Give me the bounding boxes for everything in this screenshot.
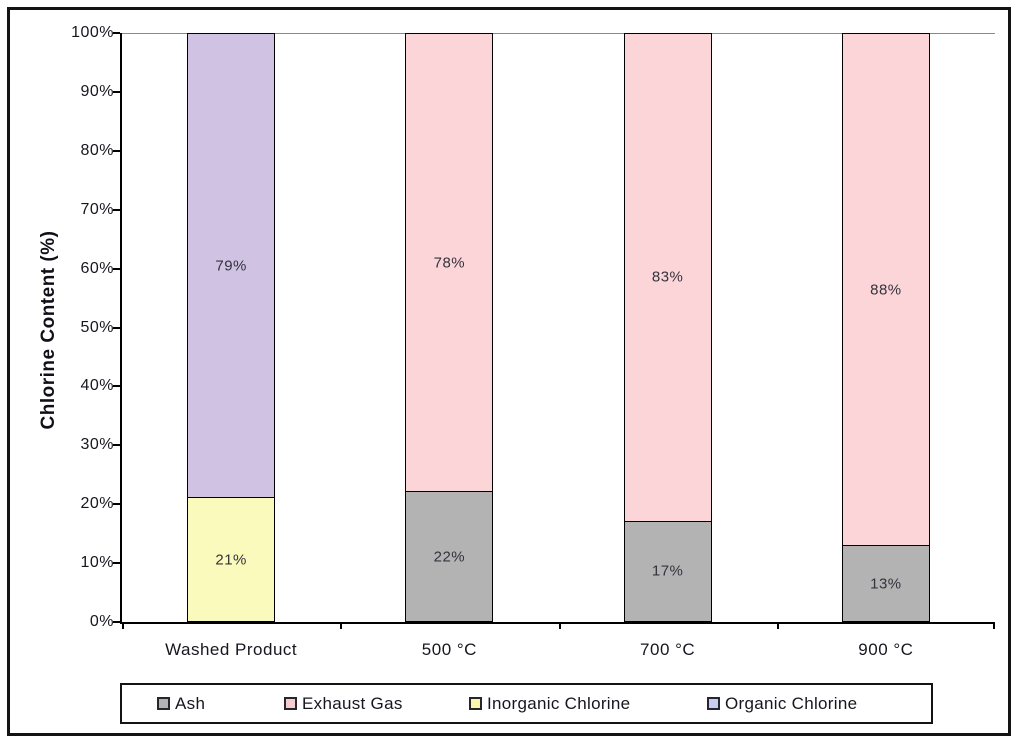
legend-item-ash: Ash — [157, 685, 205, 722]
y-axis-tick — [113, 621, 120, 623]
top-gridline-100pct — [122, 33, 995, 34]
stacked-bar-700-c: 83% 17% — [623, 33, 712, 622]
legend-item-organic-chlorine: Organic Chlorine — [707, 685, 857, 722]
x-axis-category-label: 900 °C — [858, 640, 914, 659]
legend-label: Inorganic Chlorine — [487, 693, 631, 713]
x-axis-tick — [122, 622, 124, 629]
bar-segment-ash: 13% — [841, 546, 930, 622]
bar-segment-organic-chlorine: 79% — [187, 33, 276, 499]
y-axis-tick — [113, 267, 120, 270]
legend-label: Exhaust Gas — [302, 693, 403, 713]
y-axis-tick-label: 20% — [80, 495, 114, 513]
data-label: 79% — [215, 257, 247, 275]
x-axis-category-label: 500 °C — [421, 640, 477, 659]
legend-swatch-icon — [469, 697, 482, 710]
bar-segment-exhaust-gas: 88% — [841, 33, 930, 547]
y-axis-tick-label: 70% — [80, 200, 114, 218]
y-axis-tick-label: 100% — [71, 24, 114, 41]
bar-segment-exhaust-gas: 83% — [623, 33, 712, 522]
y-axis-tick — [113, 32, 120, 34]
data-label: 17% — [651, 562, 684, 580]
x-axis-category-label: Washed Product — [165, 640, 298, 659]
legend-swatch-icon — [707, 697, 720, 710]
y-axis-tick — [113, 444, 120, 447]
y-axis-line — [120, 33, 122, 624]
y-axis-tick-label: 10% — [80, 554, 114, 572]
y-axis-tick-label: 0% — [89, 613, 114, 630]
x-axis-tick — [993, 622, 995, 629]
stacked-bar-washed-product: 79% 21% — [187, 33, 276, 622]
bar-segment-inorganic-chlorine: 21% — [187, 498, 276, 622]
plot-area: 0% 10% 20% 30% 40% 50% 60% 70% 80% 90% 100% 79% 21% W… — [71, 25, 995, 659]
legend-item-exhaust-gas: Exhaust Gas — [284, 685, 403, 722]
y-axis-tick-label: 90% — [80, 82, 114, 100]
bar-segment-ash: 22% — [405, 492, 494, 622]
legend-swatch-icon — [284, 697, 297, 710]
y-axis-tick-label: 80% — [80, 141, 114, 159]
y-axis-tick — [113, 562, 120, 565]
y-axis-tick-label: 50% — [80, 318, 114, 336]
data-label: 83% — [651, 268, 684, 286]
y-axis-tick-label: 30% — [80, 436, 114, 454]
bar-segment-exhaust-gas: 78% — [405, 33, 494, 493]
x-axis-tick — [776, 622, 779, 629]
legend-swatch-icon — [157, 697, 170, 710]
data-label: 22% — [433, 548, 466, 566]
legend-label: Organic Chlorine — [725, 693, 858, 713]
x-axis-tick — [558, 622, 561, 629]
data-label: 13% — [870, 575, 902, 593]
y-axis-tick — [113, 208, 120, 211]
x-axis-tick — [340, 622, 343, 629]
stacked-bar-900-c: 88% 13% — [841, 33, 930, 622]
data-label: 88% — [870, 281, 902, 299]
data-label: 21% — [215, 551, 247, 569]
data-label: 78% — [433, 254, 466, 272]
stacked-bar-500-c: 78% 22% — [405, 33, 494, 622]
x-axis-line — [120, 622, 995, 624]
legend-label: Ash — [175, 693, 206, 713]
y-axis-tick — [113, 503, 120, 506]
y-axis-tick — [113, 149, 120, 152]
y-axis-tick — [113, 385, 120, 388]
y-axis-tick — [113, 326, 120, 329]
chart-legend: Ash Exhaust Gas Inorganic Chlorine Organic … — [120, 683, 933, 724]
y-axis-tick — [113, 90, 120, 93]
x-axis-category-label: 700 °C — [640, 640, 696, 659]
y-axis-tick-label: 40% — [80, 377, 114, 395]
y-axis-tick-label: 60% — [80, 259, 114, 277]
legend-item-inorganic-chlorine: Inorganic Chlorine — [469, 685, 630, 722]
bar-segment-ash: 17% — [623, 521, 712, 622]
